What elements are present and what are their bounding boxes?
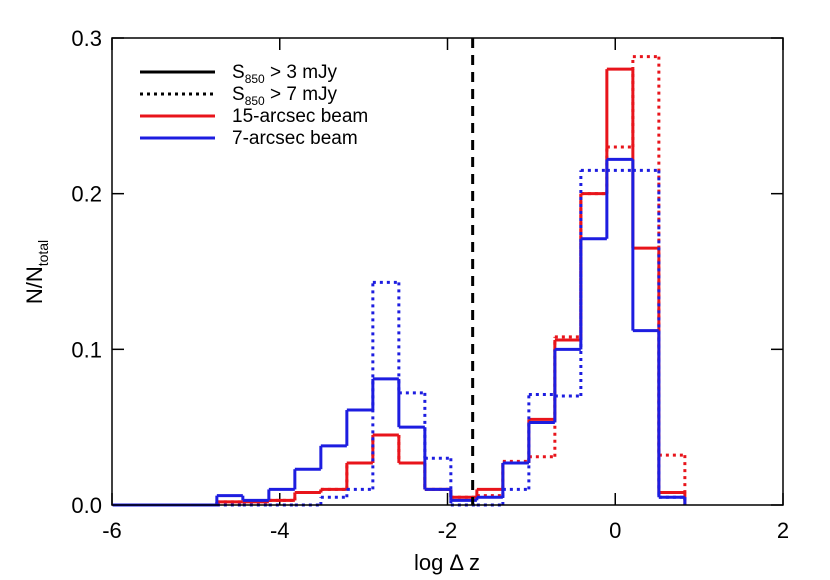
- legend-label: 7-arcsec beam: [232, 128, 358, 149]
- y-label-main: N/N: [22, 266, 47, 304]
- legend-label-part: S: [232, 62, 245, 83]
- y-label-sub: total: [35, 240, 51, 266]
- x-tick-label: -6: [102, 518, 122, 543]
- legend-label-part: > 3 mJy: [265, 62, 338, 83]
- legend-label-part: > 7 mJy: [265, 84, 338, 105]
- legend-label: 15-arcsec beam: [232, 106, 368, 127]
- x-tick-label: 2: [777, 518, 789, 543]
- histogram-series: [112, 157, 687, 507]
- x-tick-label: -4: [270, 518, 290, 543]
- y-tick-label: 0.3: [71, 26, 102, 51]
- y-tick-label: 0.1: [71, 337, 102, 362]
- legend-label-part: 850: [245, 72, 265, 86]
- legend-label: S850 > 3 mJy: [232, 62, 338, 86]
- x-axis-label: log Δ z: [414, 550, 480, 575]
- histogram-series: [112, 67, 687, 507]
- legend-label-part: 15-arcsec beam: [232, 106, 368, 127]
- x-tick-label: -2: [438, 518, 458, 543]
- x-tick-label: 0: [609, 518, 621, 543]
- plot-frame: [111, 37, 784, 506]
- y-tick-label: 0.0: [71, 493, 102, 518]
- legend-label-part: 850: [245, 94, 265, 108]
- y-axis-label: N/Ntotal: [22, 240, 51, 304]
- histogram-series: [112, 55, 687, 507]
- legend-label-part: 7-arcsec beam: [232, 128, 358, 149]
- y-tick-label: 0.2: [71, 182, 102, 207]
- legend-label: S850 > 7 mJy: [232, 84, 338, 108]
- legend-label-part: S: [232, 84, 245, 105]
